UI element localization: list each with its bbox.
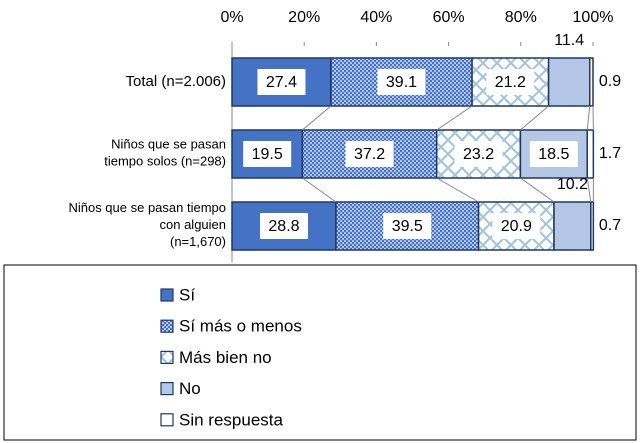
category-label-line: (n=1,670) bbox=[170, 234, 226, 249]
data-label-box bbox=[345, 141, 394, 167]
x-tick-label: 0% bbox=[220, 9, 243, 26]
category-label-line: Total (n=2.006) bbox=[126, 73, 226, 90]
data-label: 0.7 bbox=[599, 217, 621, 234]
legend-label: No bbox=[179, 379, 201, 398]
data-label-box bbox=[529, 141, 578, 167]
x-tick-label: 100% bbox=[573, 9, 614, 26]
category-label: Niños que se pasan tiempo con alguien (n=1… bbox=[68, 200, 226, 249]
legend-swatch bbox=[160, 350, 174, 364]
legend-label: Sí más o menos bbox=[179, 317, 302, 336]
legend-swatch bbox=[160, 382, 174, 396]
legend-swatch bbox=[160, 413, 174, 427]
data-label-box bbox=[257, 69, 306, 95]
data-label-box bbox=[243, 141, 292, 167]
legend-swatch bbox=[160, 319, 174, 333]
category-label-line: con alguien bbox=[160, 217, 227, 232]
data-label: 27.4 bbox=[266, 74, 297, 91]
x-tick-label: 60% bbox=[433, 9, 465, 26]
connector-line bbox=[302, 105, 332, 131]
category-label-line: tiempo solos (n=298) bbox=[104, 154, 226, 169]
data-label-box bbox=[377, 69, 426, 95]
category-label: Niños que se pasan tiempo solos (n=298) bbox=[104, 137, 226, 169]
data-label-box bbox=[454, 141, 503, 167]
category-label-line: Niños que se pasan bbox=[111, 137, 226, 152]
data-label: 0.9 bbox=[599, 73, 621, 90]
data-label: 20.9 bbox=[501, 218, 532, 235]
connector-line bbox=[586, 105, 591, 131]
data-label-box bbox=[259, 213, 308, 239]
legend-label: Sí bbox=[179, 285, 195, 304]
data-label: 39.1 bbox=[386, 74, 417, 91]
data-label: 18.5 bbox=[538, 146, 569, 163]
data-label: 39.5 bbox=[392, 218, 423, 235]
bar-segment bbox=[553, 201, 592, 251]
data-label: 23.2 bbox=[463, 146, 494, 163]
data-label: 37.2 bbox=[354, 146, 385, 163]
bar-segment bbox=[589, 57, 594, 107]
data-label: 19.5 bbox=[252, 146, 283, 163]
connector-line bbox=[520, 105, 549, 131]
data-label-box bbox=[492, 213, 541, 239]
bar-segment bbox=[590, 201, 595, 251]
legend-box bbox=[3, 264, 637, 441]
category-label-line: Niños que se pasan tiempo bbox=[68, 200, 226, 215]
connector-line bbox=[436, 177, 479, 203]
data-label: 1.7 bbox=[599, 145, 621, 162]
data-label: 21.2 bbox=[495, 74, 526, 91]
data-label: 11.4 bbox=[554, 32, 584, 49]
x-tick-label: 20% bbox=[288, 9, 320, 26]
category-label: Total (n=2.006) bbox=[126, 73, 226, 90]
data-label: 10.2 bbox=[557, 176, 588, 193]
connector-line bbox=[436, 105, 473, 131]
data-label-box bbox=[486, 69, 535, 95]
bar-segment bbox=[547, 57, 591, 107]
legend-label: Más bien no bbox=[179, 348, 272, 367]
bar-segment bbox=[586, 129, 595, 179]
data-label-box bbox=[383, 213, 432, 239]
x-tick-label: 40% bbox=[360, 9, 392, 26]
connector-line bbox=[520, 177, 555, 203]
connector-line bbox=[586, 177, 592, 203]
x-tick-label: 80% bbox=[505, 9, 537, 26]
legend-swatch bbox=[160, 288, 174, 302]
data-label: 28.8 bbox=[268, 218, 299, 235]
legend-label: Sin respuesta bbox=[179, 410, 283, 429]
connector-line bbox=[302, 177, 337, 203]
